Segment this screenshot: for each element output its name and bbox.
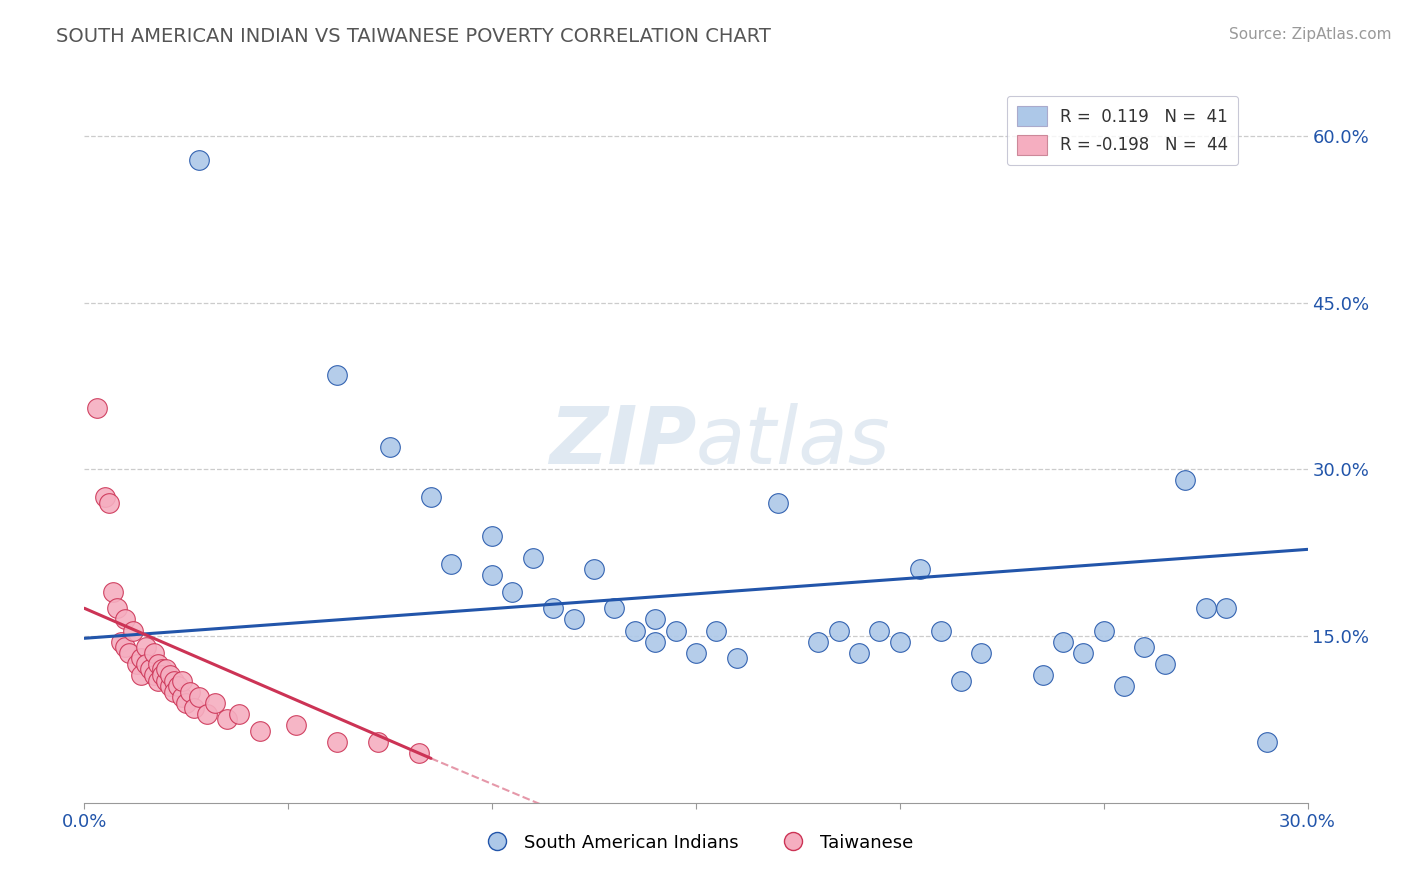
- Legend: South American Indians, Taiwanese: South American Indians, Taiwanese: [471, 826, 921, 859]
- Point: [889, 634, 911, 648]
- Point: [86, 401, 108, 416]
- Point: [285, 718, 308, 732]
- Point: [167, 679, 190, 693]
- Point: [1092, 624, 1115, 638]
- Text: ZIP: ZIP: [548, 402, 696, 481]
- Point: [1133, 640, 1156, 655]
- Point: [110, 634, 132, 648]
- Point: [1114, 679, 1136, 693]
- Point: [685, 646, 707, 660]
- Point: [183, 701, 205, 715]
- Point: [93, 490, 115, 504]
- Point: [481, 568, 503, 582]
- Point: [481, 529, 503, 543]
- Point: [562, 612, 585, 626]
- Point: [1215, 601, 1237, 615]
- Point: [187, 690, 209, 705]
- Point: [97, 496, 120, 510]
- Point: [828, 624, 851, 638]
- Point: [420, 490, 443, 504]
- Point: [326, 734, 349, 748]
- Point: [179, 684, 201, 698]
- Point: [665, 624, 688, 638]
- Point: [408, 746, 430, 760]
- Point: [146, 673, 169, 688]
- Point: [163, 684, 186, 698]
- Point: [131, 651, 153, 665]
- Point: [249, 723, 271, 738]
- Point: [163, 673, 186, 688]
- Point: [105, 601, 128, 615]
- Point: [848, 646, 870, 660]
- Point: [380, 440, 402, 454]
- Point: [522, 551, 544, 566]
- Point: [131, 668, 153, 682]
- Text: Source: ZipAtlas.com: Source: ZipAtlas.com: [1229, 27, 1392, 42]
- Point: [644, 612, 666, 626]
- Point: [217, 713, 239, 727]
- Point: [204, 696, 226, 710]
- Point: [970, 646, 993, 660]
- Point: [1052, 634, 1074, 648]
- Point: [502, 584, 524, 599]
- Point: [543, 601, 565, 615]
- Point: [1154, 657, 1177, 671]
- Text: atlas: atlas: [696, 402, 891, 481]
- Point: [135, 657, 157, 671]
- Point: [138, 662, 160, 676]
- Point: [440, 557, 463, 571]
- Point: [228, 706, 250, 721]
- Point: [146, 657, 169, 671]
- Point: [150, 662, 173, 676]
- Point: [150, 668, 173, 682]
- Point: [583, 562, 606, 576]
- Point: [101, 584, 124, 599]
- Point: [929, 624, 952, 638]
- Point: [172, 690, 194, 705]
- Point: [1174, 474, 1197, 488]
- Point: [159, 679, 181, 693]
- Point: [807, 634, 830, 648]
- Point: [135, 640, 157, 655]
- Point: [603, 601, 626, 615]
- Point: [142, 668, 165, 682]
- Point: [706, 624, 728, 638]
- Point: [155, 673, 177, 688]
- Text: SOUTH AMERICAN INDIAN VS TAIWANESE POVERTY CORRELATION CHART: SOUTH AMERICAN INDIAN VS TAIWANESE POVER…: [56, 27, 770, 45]
- Point: [155, 662, 177, 676]
- Point: [725, 651, 748, 665]
- Point: [1073, 646, 1095, 660]
- Point: [159, 668, 181, 682]
- Point: [326, 368, 349, 382]
- Point: [624, 624, 647, 638]
- Point: [195, 706, 218, 721]
- Point: [114, 640, 136, 655]
- Point: [142, 646, 165, 660]
- Point: [118, 646, 141, 660]
- Point: [869, 624, 891, 638]
- Point: [174, 696, 197, 710]
- Point: [1032, 668, 1054, 682]
- Point: [910, 562, 932, 576]
- Point: [766, 496, 789, 510]
- Point: [367, 734, 389, 748]
- Point: [644, 634, 666, 648]
- Point: [122, 624, 145, 638]
- Point: [172, 673, 194, 688]
- Point: [127, 657, 149, 671]
- Point: [1256, 734, 1278, 748]
- Point: [950, 673, 973, 688]
- Point: [114, 612, 136, 626]
- Point: [187, 153, 209, 168]
- Point: [1195, 601, 1218, 615]
